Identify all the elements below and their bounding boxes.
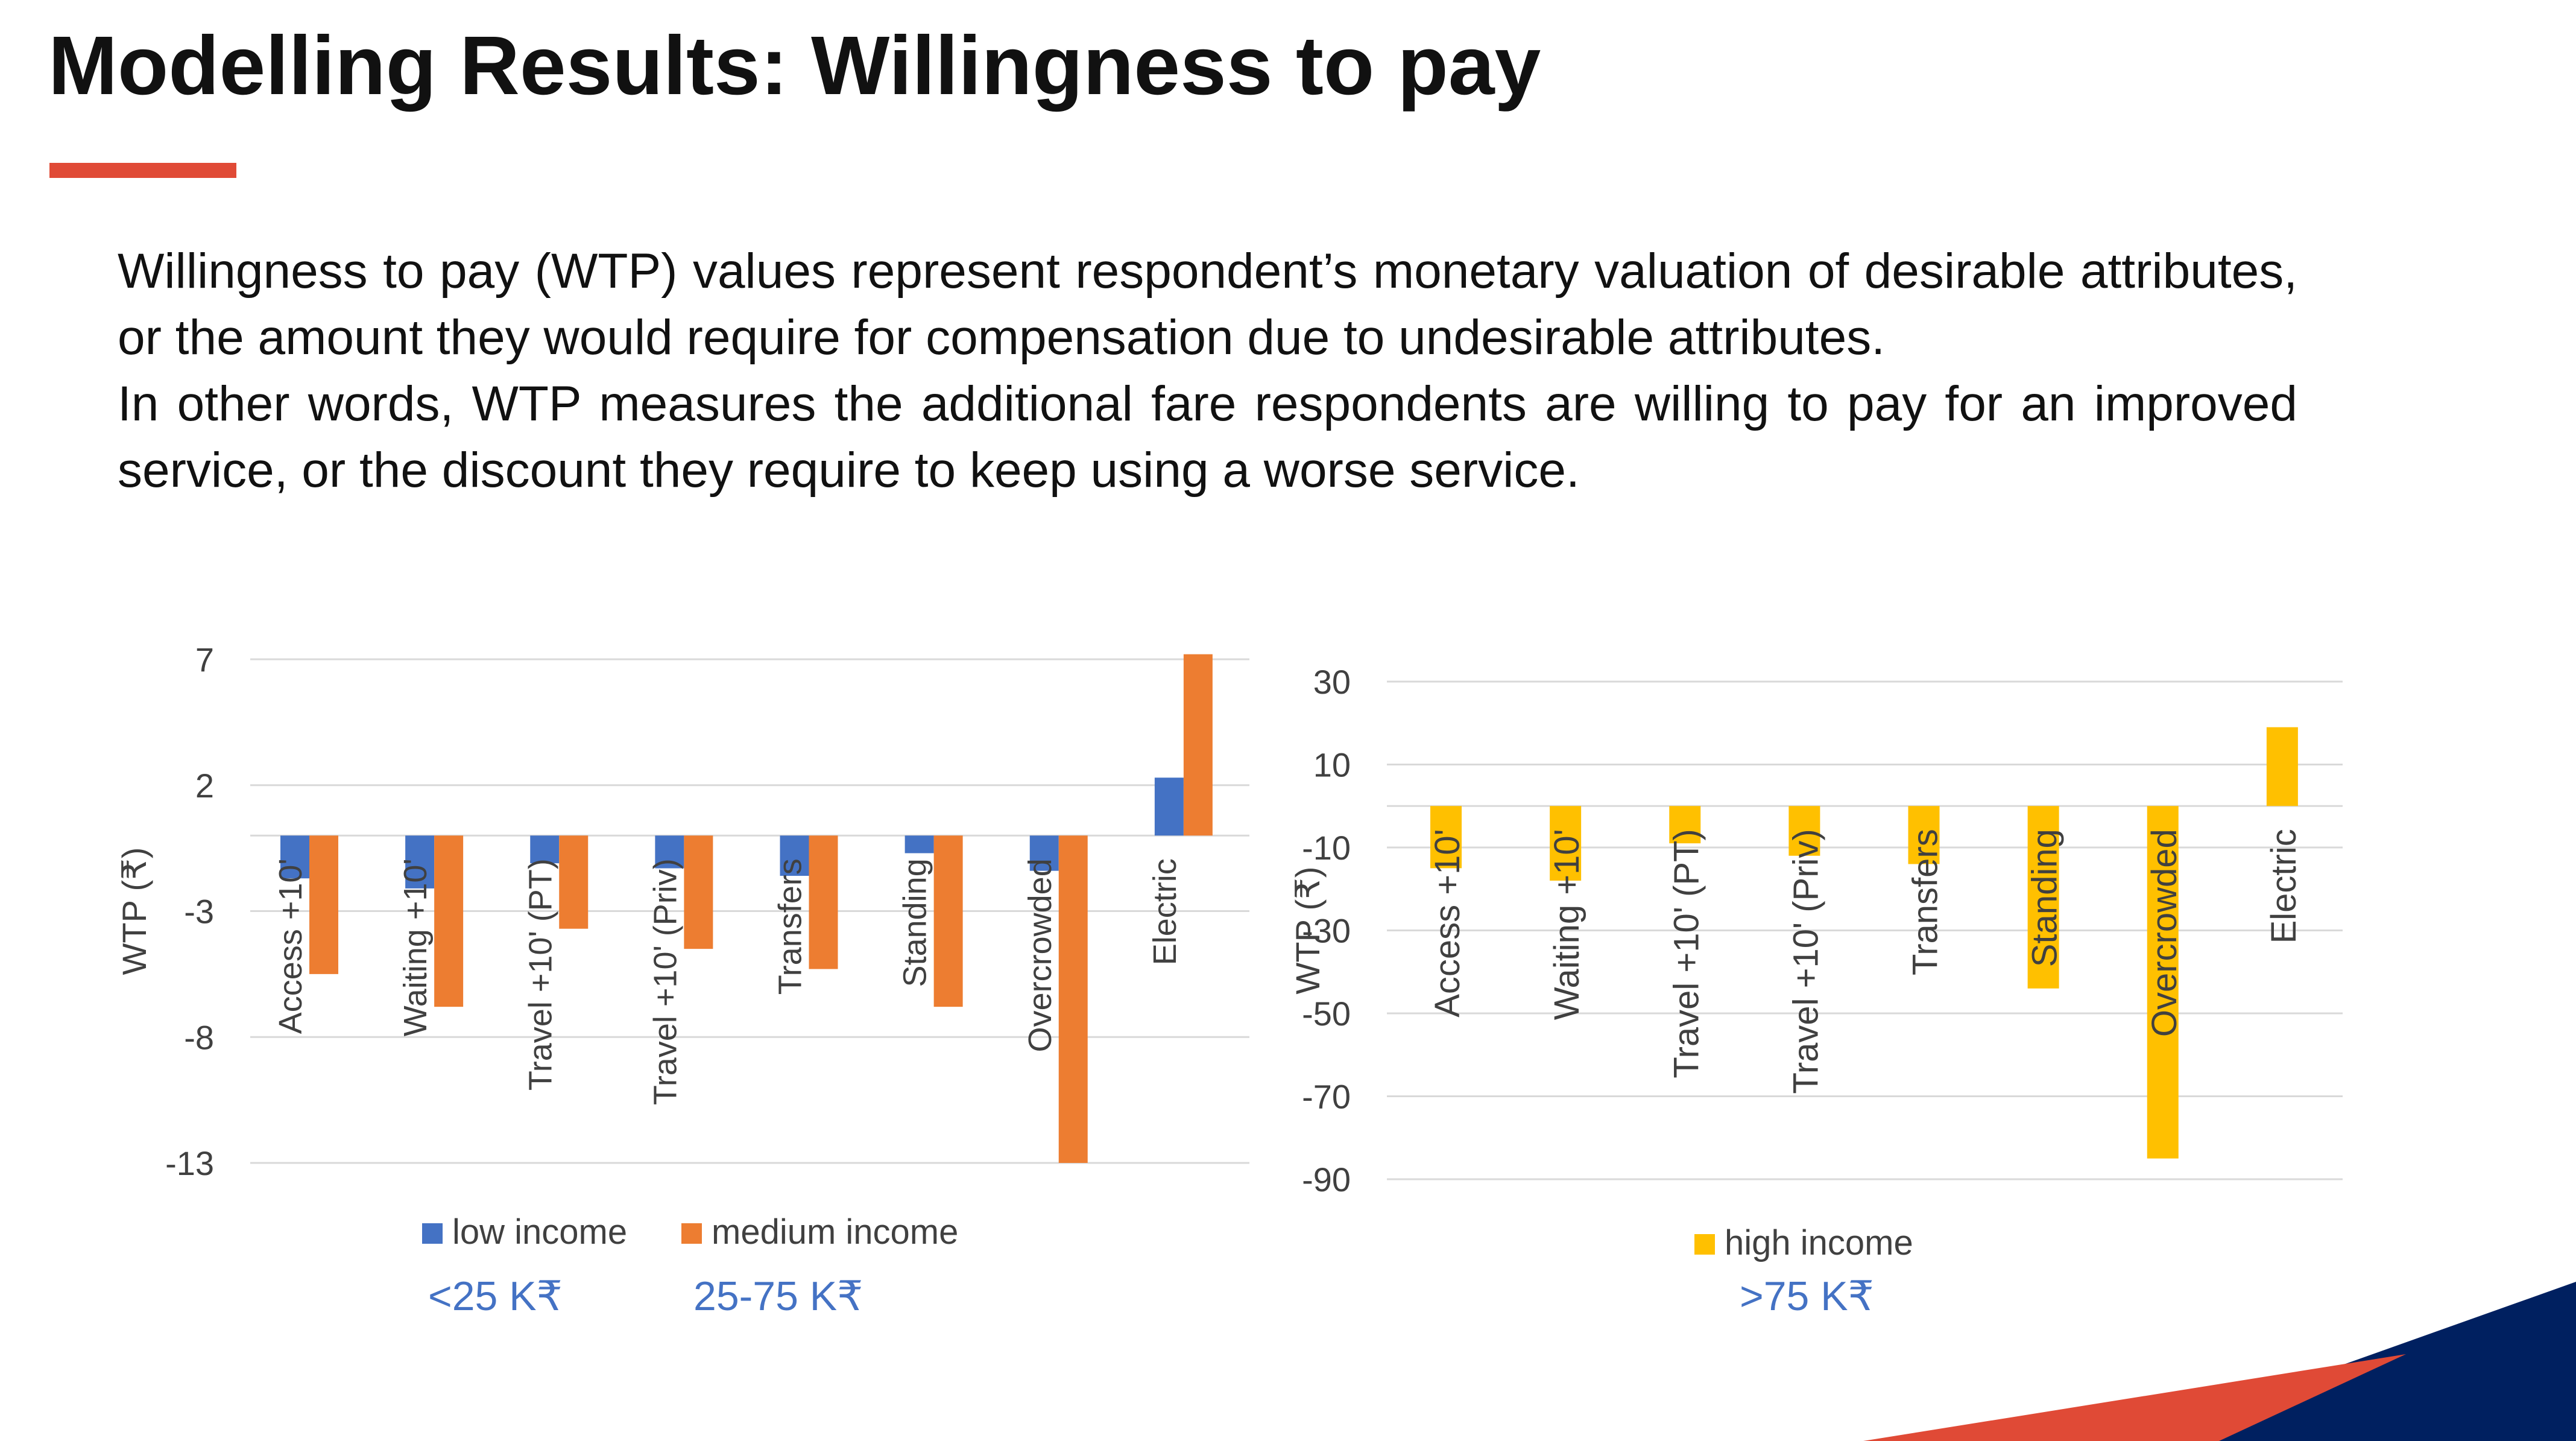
bar-low-income xyxy=(904,835,934,854)
bar-high-income xyxy=(1908,806,1940,864)
bar-low-income xyxy=(405,835,435,888)
bar-high-income xyxy=(1430,806,1462,869)
bar-medium-income xyxy=(933,835,963,1007)
legend-label: high income xyxy=(1725,1223,1913,1262)
y-tick-label: -13 xyxy=(165,1144,214,1182)
x-category-label: Waiting +10' xyxy=(1547,829,1586,1020)
bar-low-income xyxy=(1154,778,1184,836)
bar-medium-income xyxy=(434,835,464,1007)
slide-title: Modelling Results: Willingness to pay xyxy=(48,19,1541,112)
x-category-label: Overcrowded xyxy=(1022,858,1058,1052)
y-tick-label: -90 xyxy=(1302,1161,1351,1199)
description-paragraph-2: In other words, WTP measures the additio… xyxy=(118,376,2297,498)
x-category-label: Overcrowded xyxy=(2145,829,2184,1037)
y-axis-title: WTP (₹) xyxy=(1289,867,1327,995)
x-category-label: Transfers xyxy=(1906,829,1945,975)
bar-medium-income xyxy=(684,835,713,949)
y-tick-label: -30 xyxy=(1302,912,1351,950)
bar-high-income xyxy=(2027,806,2059,989)
bar-low-income xyxy=(280,835,309,879)
bar-low-income xyxy=(1029,835,1059,871)
legend-label: low income xyxy=(452,1212,627,1252)
bar-high-income xyxy=(1788,806,1820,856)
y-tick-label: 2 xyxy=(195,767,214,805)
bar-high-income xyxy=(1669,806,1701,844)
bar-medium-income xyxy=(1183,654,1213,836)
x-category-label: Standing xyxy=(2025,829,2065,967)
legend-label: medium income xyxy=(712,1212,958,1252)
legend-swatch xyxy=(422,1223,443,1244)
income-label-medium: 25-75 K₹ xyxy=(693,1273,863,1319)
x-category-label: Transfers xyxy=(772,858,809,995)
income-label-low: <25 K₹ xyxy=(428,1273,563,1319)
corner-red-shape xyxy=(1863,1354,2406,1441)
x-category-label: Access +10' xyxy=(1428,829,1467,1018)
y-tick-label: 10 xyxy=(1313,746,1351,784)
bar-medium-income xyxy=(309,835,338,974)
bar-low-income xyxy=(780,835,809,876)
income-label-high: >75 K₹ xyxy=(1740,1273,1874,1319)
y-tick-label: -3 xyxy=(184,893,214,931)
description: Willingness to pay (WTP) values represen… xyxy=(118,238,2297,504)
legend-swatch xyxy=(1694,1234,1715,1255)
y-tick-label: -8 xyxy=(184,1018,214,1056)
bar-high-income xyxy=(2266,727,2298,806)
wtp-chart-high-income: 30 10 -10 -30 -50 -70 -90 Access +10' Waiting +1… xyxy=(1289,663,2343,1262)
y-axis-title: WTP (₹) xyxy=(115,847,153,975)
bar-medium-income xyxy=(1058,835,1088,1163)
y-tick-label: 30 xyxy=(1313,663,1351,701)
bar-low-income xyxy=(655,835,684,869)
x-category-label: Travel +10' (Priv) xyxy=(647,858,683,1105)
y-tick-label: -70 xyxy=(1302,1078,1351,1116)
y-tick-label: 7 xyxy=(195,641,214,679)
wtp-chart-low-medium-income: 7 2 -3 -8 -13 Access +10' Waiting +10' Travel +… xyxy=(115,641,1249,1252)
x-category-label: Travel +10' (PT) xyxy=(1667,829,1706,1078)
legend-swatch xyxy=(681,1223,702,1244)
x-category-label: Waiting +10' xyxy=(397,858,434,1036)
title-underline xyxy=(49,163,236,178)
bar-medium-income xyxy=(809,835,838,969)
bar-low-income xyxy=(530,835,560,864)
x-category-label: Electric xyxy=(2264,829,2303,943)
bar-high-income xyxy=(1550,806,1582,881)
x-category-label: Electric xyxy=(1147,858,1183,965)
bar-medium-income xyxy=(559,835,589,929)
y-tick-label: -10 xyxy=(1302,829,1351,867)
x-category-label: Access +10' xyxy=(273,858,309,1034)
y-tick-label: -50 xyxy=(1302,995,1351,1033)
description-paragraph-1: Willingness to pay (WTP) values represen… xyxy=(118,244,2297,365)
bar-high-income xyxy=(2147,806,2179,1159)
x-category-label: Travel +10' (Priv) xyxy=(1786,829,1825,1094)
x-category-label: Travel +10' (PT) xyxy=(522,858,558,1091)
x-category-label: Standing xyxy=(897,858,933,987)
